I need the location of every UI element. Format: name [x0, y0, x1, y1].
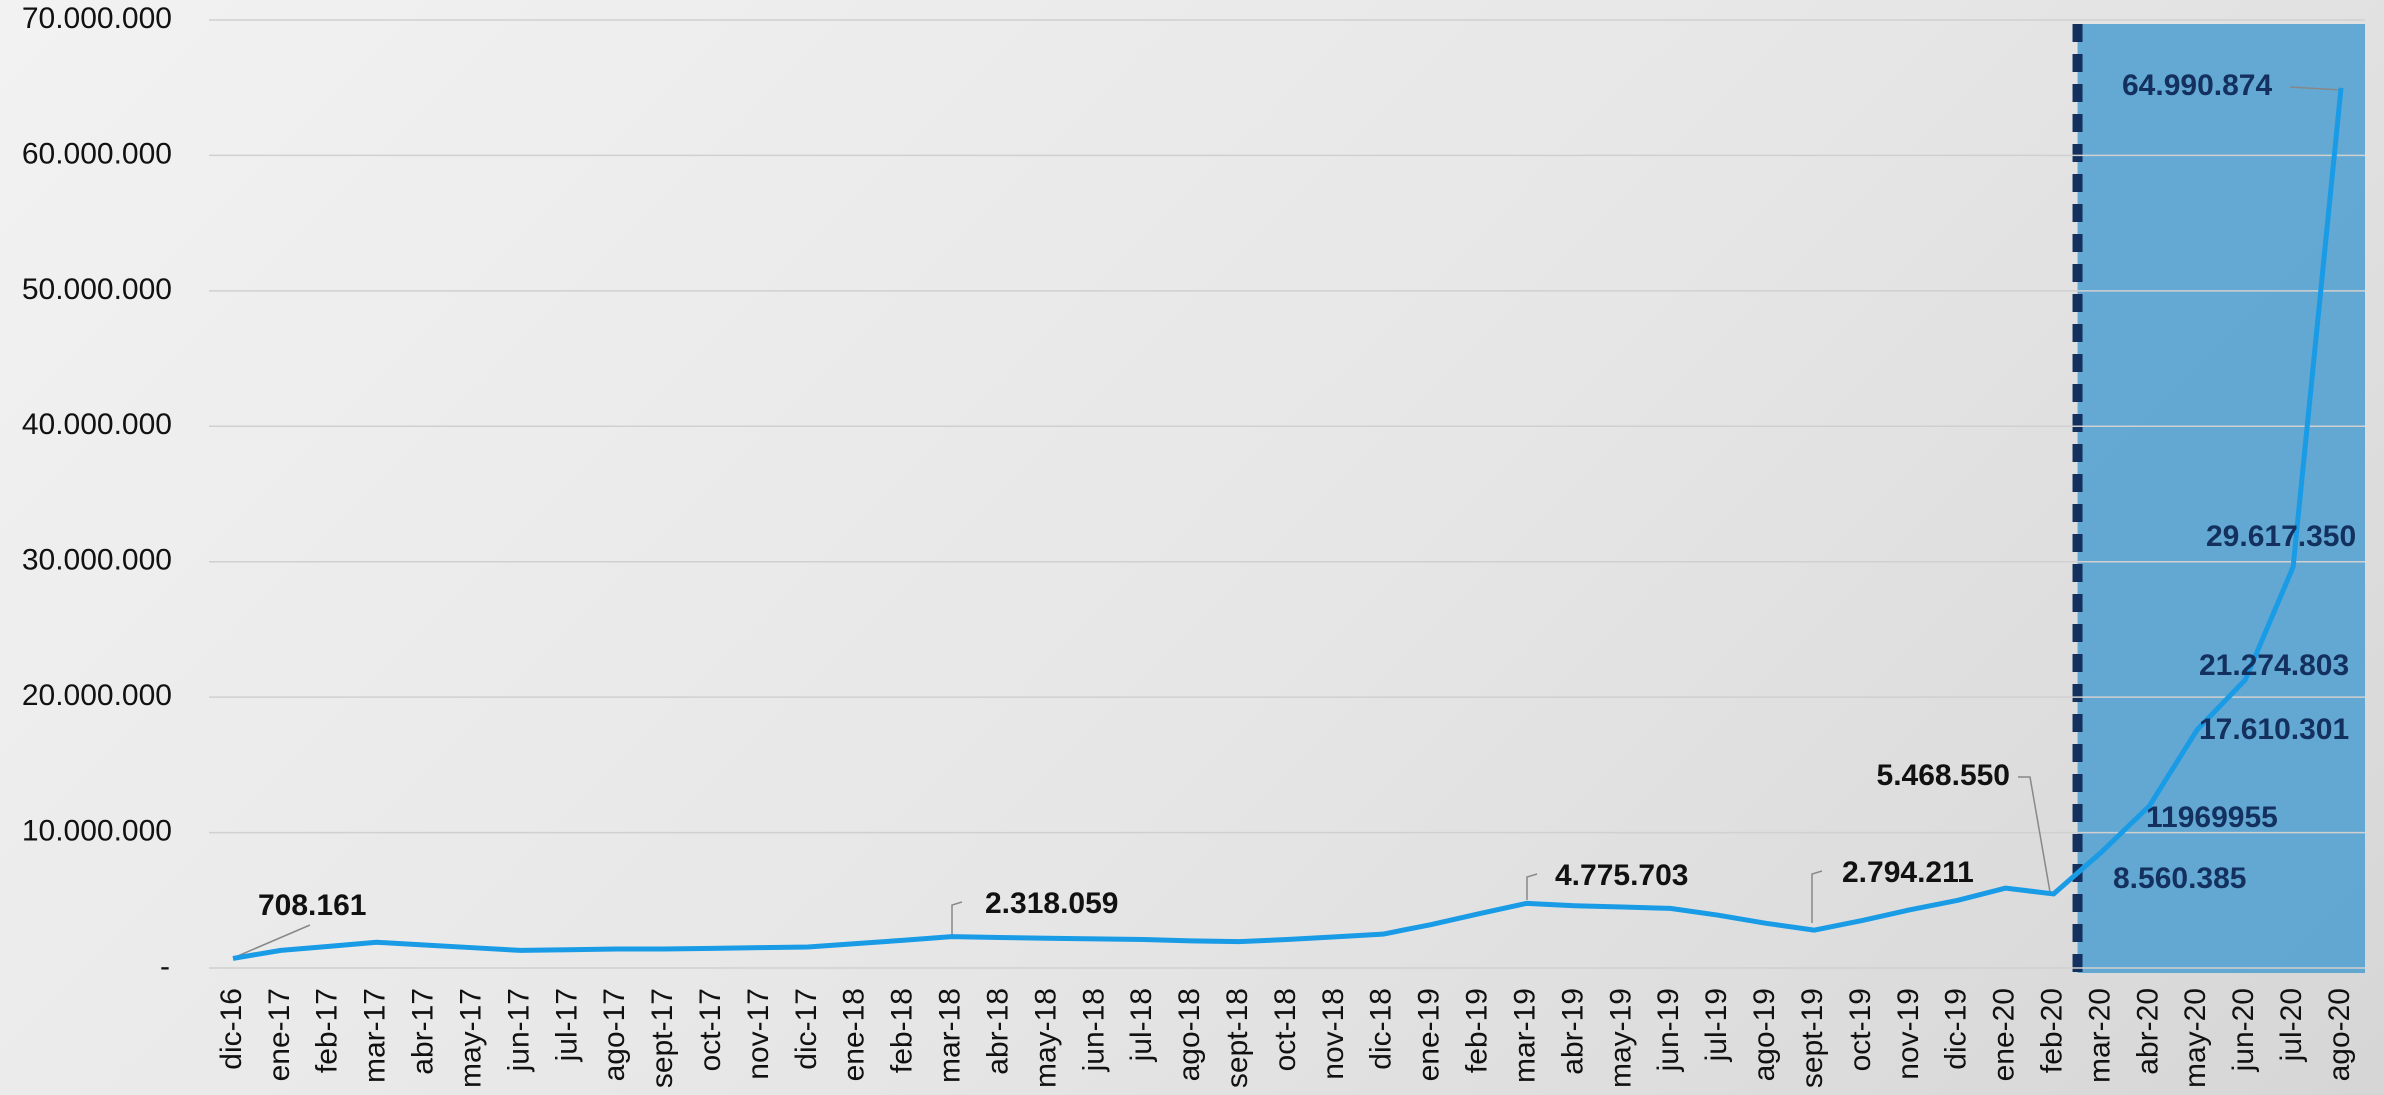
x-tick-label: may-20	[2179, 988, 2212, 1088]
leader-line	[951, 901, 963, 935]
data-label: 8.560.385	[2113, 862, 2246, 895]
x-tick-label: dic-16	[215, 988, 248, 1070]
x-tick-label: nov-17	[742, 988, 775, 1080]
x-tick-label: feb-17	[311, 988, 344, 1073]
x-tick-label: feb-19	[1461, 988, 1494, 1073]
x-tick-label: may-19	[1604, 988, 1637, 1088]
x-tick-label: abr-17	[407, 988, 440, 1075]
x-tick-label: oct-18	[1269, 988, 1302, 1071]
highlight-area	[2077, 24, 2365, 973]
data-label: 11969955	[2146, 801, 2278, 834]
x-tick-label: ene-20	[1988, 988, 2021, 1081]
x-tick-label: feb-18	[886, 988, 919, 1073]
x-tick-label: abr-18	[981, 988, 1014, 1075]
leader-line	[2018, 776, 2051, 893]
x-tick-label: ago-19	[1748, 988, 1781, 1081]
x-tick-label: feb-20	[2035, 988, 2068, 1073]
x-tick-label: sept-17	[646, 988, 679, 1088]
x-tick-label: dic-19	[1940, 988, 1973, 1070]
x-tick-label: ene-17	[263, 988, 296, 1081]
x-tick-label: ago-18	[1173, 988, 1206, 1081]
x-tick-label: abr-19	[1556, 988, 1589, 1075]
x-tick-label: ago-20	[2323, 988, 2356, 1081]
line	[232, 87, 2344, 961]
x-tick-label: oct-17	[694, 988, 727, 1071]
data-label: 2.794.211	[1842, 856, 1974, 889]
x-tick-label: dic-17	[790, 988, 823, 1070]
leader-line	[232, 924, 311, 959]
x-tick-label: ene-18	[838, 988, 871, 1081]
x-tick-label: jul-19	[1700, 988, 1733, 1062]
x-tick-label: ago-17	[598, 988, 631, 1081]
x-tick-label: mar-19	[1508, 988, 1541, 1083]
x-tick-label: jul-18	[1125, 988, 1158, 1062]
y-tick-label: 30.000.000	[22, 544, 172, 577]
x-tick-label: jul-17	[550, 988, 583, 1062]
y-tick-label: 50.000.000	[22, 273, 172, 306]
x-tick-label: may-18	[1029, 988, 1062, 1088]
data-label: 64.990.874	[2122, 69, 2272, 102]
data-label: 4.775.703	[1555, 859, 1688, 892]
x-tick-label: dic-18	[1365, 988, 1398, 1070]
leader-line	[1526, 873, 1538, 900]
leader-line	[2289, 86, 2342, 91]
y-tick-label: 40.000.000	[22, 408, 172, 441]
x-tick-label: oct-19	[1844, 988, 1877, 1071]
x-tick-label: nov-18	[1317, 988, 1350, 1080]
x-tick-label: jun-17	[502, 988, 535, 1072]
data-label: 29.617.350	[2206, 520, 2356, 553]
x-tick-label: sept-19	[1796, 988, 1829, 1088]
y-tick-label: 60.000.000	[22, 137, 172, 170]
x-tick-label: nov-19	[1892, 988, 1925, 1080]
x-tick-label: mar-20	[2083, 988, 2116, 1083]
x-tick-label: jun-18	[1077, 988, 1110, 1072]
y-tick-label: 10.000.000	[22, 814, 172, 847]
leader-line	[1811, 870, 1823, 923]
data-label: 5.468.550	[1877, 759, 2010, 792]
x-tick-label: jun-19	[1652, 988, 1685, 1072]
x-tick-label: mar-18	[934, 988, 967, 1083]
data-label: 2.318.059	[985, 887, 1118, 920]
x-tick-label: jul-20	[2275, 988, 2308, 1062]
data-label: 21.274.803	[2199, 649, 2349, 682]
x-tick-label: abr-20	[2131, 988, 2164, 1075]
x-tick-label: sept-18	[1221, 988, 1254, 1088]
x-tick-label: mar-17	[359, 988, 392, 1083]
data-label: 17.610.301	[2199, 713, 2349, 746]
y-tick-label: 70.000.000	[22, 2, 172, 35]
y-tick-label: -	[160, 950, 170, 983]
x-tick-label: jun-20	[2227, 988, 2260, 1072]
data-label: 708.161	[258, 889, 366, 922]
x-tick-label: may-17	[454, 988, 487, 1088]
y-tick-label: 20.000.000	[22, 679, 172, 712]
x-tick-label: ene-19	[1413, 988, 1446, 1081]
